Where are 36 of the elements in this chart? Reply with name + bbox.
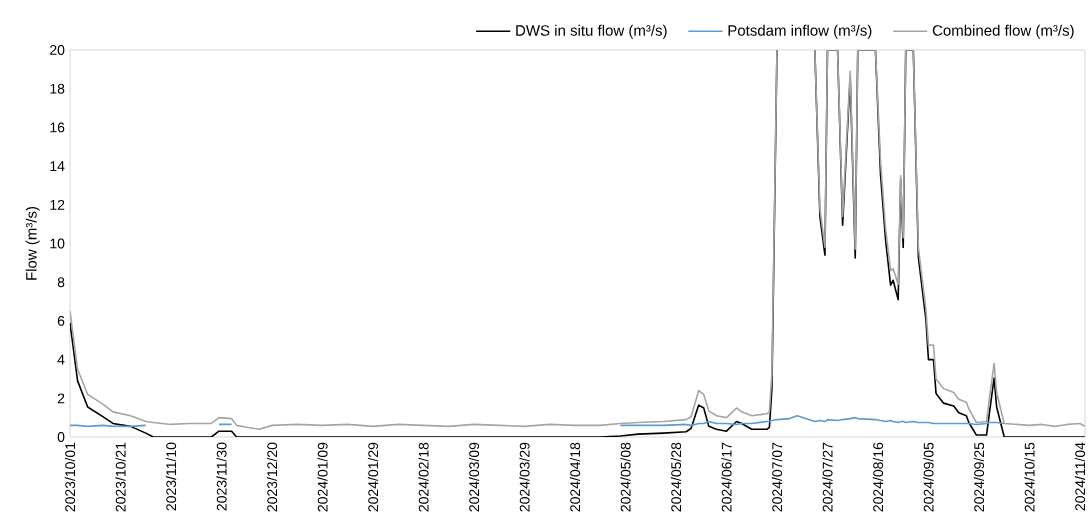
x-tick-label: 2024/10/15 [1024,442,1035,512]
x-tick-label: 2024/08/16 [872,442,884,512]
y-tick-label: 4 [57,354,65,365]
y-tick-label: 18 [50,83,65,94]
x-tick-label: 2024/01/09 [317,442,328,512]
x-tick-label: 2024/03/09 [468,442,480,512]
x-tick-label: 2024/06/17 [721,442,732,512]
y-tick-label: 10 [50,238,65,249]
x-tick-label: 2024/11/04 [1074,442,1086,511]
y-tick-label: 2 [57,393,65,404]
x-tick-label: 2023/11/10 [165,442,177,511]
x-tick-label: 2024/05/28 [670,442,682,512]
legend-label: DWS in situ flow (m³/s) [516,24,667,39]
legend-label: Potsdam inflow (m³/s) [728,24,872,39]
x-tick-label: 2024/09/25 [973,442,985,512]
y-tick-label: 16 [50,122,65,133]
y-axis-title: Flow (m³/s) [25,206,40,280]
y-tick-label: 6 [57,315,65,326]
y-tick-label: 20 [50,45,65,55]
y-tick-label: 14 [50,161,65,171]
x-tick-label: 2024/05/08 [620,442,631,512]
x-tick-label: 2023/10/21 [115,442,126,512]
x-tick-label: 2024/07/27 [822,442,833,512]
y-tick-label: 8 [57,277,65,288]
x-tick-label: 2024/07/07 [771,442,783,512]
x-tick-label: 2023/10/01 [64,442,76,512]
x-tick-label: 2024/03/29 [519,442,530,512]
x-tick-label: 2023/11/30 [216,442,227,511]
legend-label: Combined flow (m³/s) [932,24,1074,39]
y-tick-label: 12 [50,199,65,210]
x-tick-label: 2024/09/05 [923,442,934,512]
x-tick-label: 2024/01/29 [367,442,379,512]
y-tick-label: 0 [57,432,65,442]
x-tick-label: 2023/12/20 [266,442,278,512]
x-tick-label: 2024/02/18 [418,442,429,512]
x-tick-label: 2024/04/18 [569,442,581,512]
